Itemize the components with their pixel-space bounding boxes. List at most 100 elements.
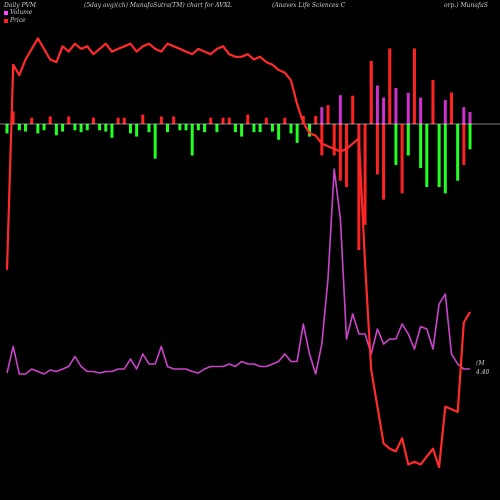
volume-bar [375, 85, 379, 124]
pvm-bars [5, 48, 472, 250]
pvm-bar [449, 92, 453, 124]
pvm-bar [104, 124, 108, 132]
pvm-bar [289, 124, 293, 134]
pvm-bar [227, 117, 231, 124]
pvm-bar [468, 124, 472, 150]
pvm-bar [437, 124, 441, 187]
pvm-bar [357, 124, 361, 250]
pvm-bar [382, 124, 386, 200]
pvm-bar [264, 117, 268, 124]
legend: Volume Price [4, 9, 32, 25]
pvm-bar [196, 124, 200, 131]
pvm-bar [5, 124, 9, 134]
volume-bar [443, 100, 447, 124]
pvm-bar [54, 124, 58, 136]
volume-bar [419, 97, 423, 124]
header-left: Daily PVM [4, 2, 37, 9]
pvm-bar [73, 124, 77, 131]
pvm-bar [326, 105, 330, 124]
pvm-bar [30, 117, 34, 124]
volume-bar [338, 95, 342, 124]
pvm-bar [412, 48, 416, 124]
pvm-bar [233, 124, 237, 133]
pvm-bar [252, 124, 256, 133]
pvm-bar [258, 124, 262, 133]
volume-bar [468, 112, 472, 124]
volume-line [6, 168, 470, 375]
pvm-bar [270, 124, 274, 132]
pvm-bar [307, 124, 311, 137]
pvm-bar [48, 116, 52, 124]
pvm-bar [11, 111, 15, 124]
pvm-bar [351, 95, 355, 124]
volume-bar [406, 92, 410, 124]
pvm-bar [388, 48, 392, 124]
pvm-bar [406, 124, 410, 156]
volume-bars [320, 61, 472, 124]
pvm-bar [221, 117, 225, 124]
volume-bar [394, 88, 398, 124]
pvm-bar [375, 124, 379, 175]
pvm-bar [240, 124, 244, 137]
pvm-bar [17, 124, 21, 131]
pvm-bar [394, 124, 398, 165]
pvm-bar [345, 124, 349, 187]
pvm-bar [166, 124, 170, 133]
pvm-bar [443, 124, 447, 194]
pvm-bar [419, 124, 423, 169]
pvm-bar [85, 124, 89, 131]
legend-label-volume: Volume [10, 9, 33, 16]
volume-bar [320, 107, 324, 124]
legend-label-price: Price [10, 17, 26, 24]
pvm-bar [24, 124, 28, 132]
volume-bar [462, 107, 466, 124]
pvm-bar [36, 124, 40, 134]
volume-bar [382, 97, 386, 124]
volume-series [6, 168, 470, 375]
pvm-bar [283, 117, 287, 124]
header-right: (Anavex Life Sciences C [272, 2, 346, 9]
pvm-bar [147, 124, 151, 133]
pvm-bar [153, 124, 157, 159]
pvm-bar [190, 124, 194, 156]
pvm-bar [122, 117, 126, 124]
pvm-bar [61, 124, 65, 132]
pvm-bar [363, 124, 367, 225]
pvm-bar [369, 61, 373, 124]
pvm-bar [215, 124, 219, 133]
pvm-bar [184, 124, 188, 131]
pvm-bar [135, 124, 139, 137]
pvm-bar [91, 117, 95, 124]
pvm-bar [431, 79, 435, 124]
price-swatch [4, 19, 8, 23]
header-right-2: orp.) MunafaS [444, 2, 488, 9]
pvm-bar [128, 124, 132, 134]
pvm-bar [295, 124, 299, 143]
pvm-bar [320, 124, 324, 156]
pvm-bar [79, 124, 83, 133]
pvm-bar [425, 124, 429, 187]
pvm-bar [141, 114, 145, 124]
pvm-bar [400, 124, 404, 194]
pvm-bar [172, 116, 176, 124]
pvm-bar [178, 124, 182, 131]
pvm-bar [98, 124, 102, 131]
pvm-bar [456, 124, 460, 181]
pvm-bar [246, 114, 250, 124]
right-tag-1: (M [476, 360, 485, 367]
legend-item-price: Price [4, 17, 32, 25]
pvm-bar [203, 124, 207, 133]
pvm-bar [209, 117, 213, 124]
pvm-bar [110, 124, 114, 138]
header-middle: (5day avg)(ch) MunafaSutra(TM) chart for… [84, 2, 232, 9]
price-series [5, 37, 471, 469]
volume-swatch [4, 11, 8, 15]
legend-item-volume: Volume [4, 9, 32, 17]
pvm-bar [314, 115, 318, 124]
pvm-bar [462, 124, 466, 165]
pvm-bar [42, 124, 46, 131]
pvm-bar [277, 124, 281, 140]
pvm-bar [332, 124, 336, 156]
right-tag-2: 4.40 [476, 369, 490, 376]
